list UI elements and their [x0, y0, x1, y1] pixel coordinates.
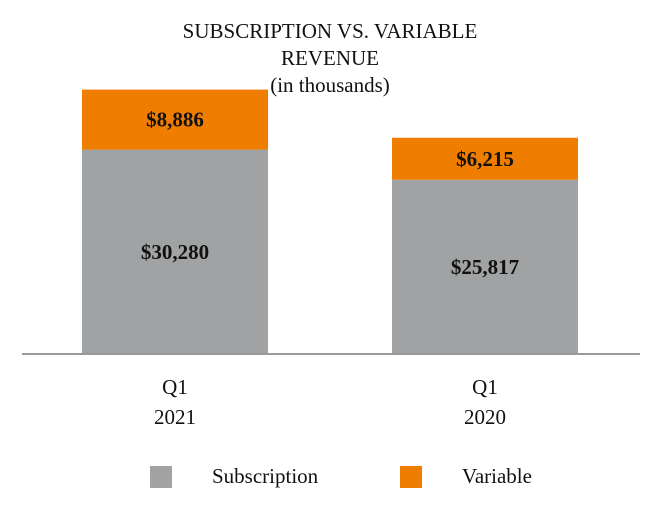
chart-title: SUBSCRIPTION VS. VARIABLE REVENUE (in th…	[0, 18, 660, 99]
legend-item-variable: Variable	[400, 464, 532, 489]
x-axis-labels: Q1 2021 Q1 2020	[154, 375, 506, 429]
stacked-bar-chart: $30,280 $8,886 $25,817 $6,215 Q1 2021 Q1 2020	[22, 89, 640, 429]
title-line-3: (in thousands)	[270, 73, 390, 97]
legend-label-subscription: Subscription	[212, 464, 319, 488]
bars-group: $30,280 $8,886 $25,817 $6,215	[82, 89, 578, 354]
x-tick-label-2020-line1: Q1	[472, 375, 498, 399]
x-tick-label-2021-line2: 2021	[154, 405, 196, 429]
data-label-subscription-2020: $25,817	[451, 255, 519, 279]
bar-subscription-2021	[82, 149, 268, 354]
data-label-variable-2020: $6,215	[456, 147, 514, 171]
data-label-variable-2021: $8,886	[146, 108, 204, 132]
title-line-1: SUBSCRIPTION VS. VARIABLE	[182, 19, 478, 43]
bar-subscription-2020	[392, 179, 578, 354]
x-tick-label-2020-line2: 2020	[464, 405, 506, 429]
bar-variable-2020	[392, 137, 578, 180]
x-tick-label-2021-line1: Q1	[162, 375, 188, 399]
bar-variable-2021	[82, 89, 268, 150]
title-line-2: REVENUE	[281, 46, 379, 70]
legend-swatch-variable	[400, 465, 422, 488]
legend-label-variable: Variable	[462, 464, 532, 488]
legend: Subscription Variable	[0, 464, 660, 496]
legend-swatch-subscription	[150, 465, 172, 488]
data-label-subscription-2021: $30,280	[141, 240, 209, 264]
legend-item-subscription: Subscription	[150, 464, 318, 489]
